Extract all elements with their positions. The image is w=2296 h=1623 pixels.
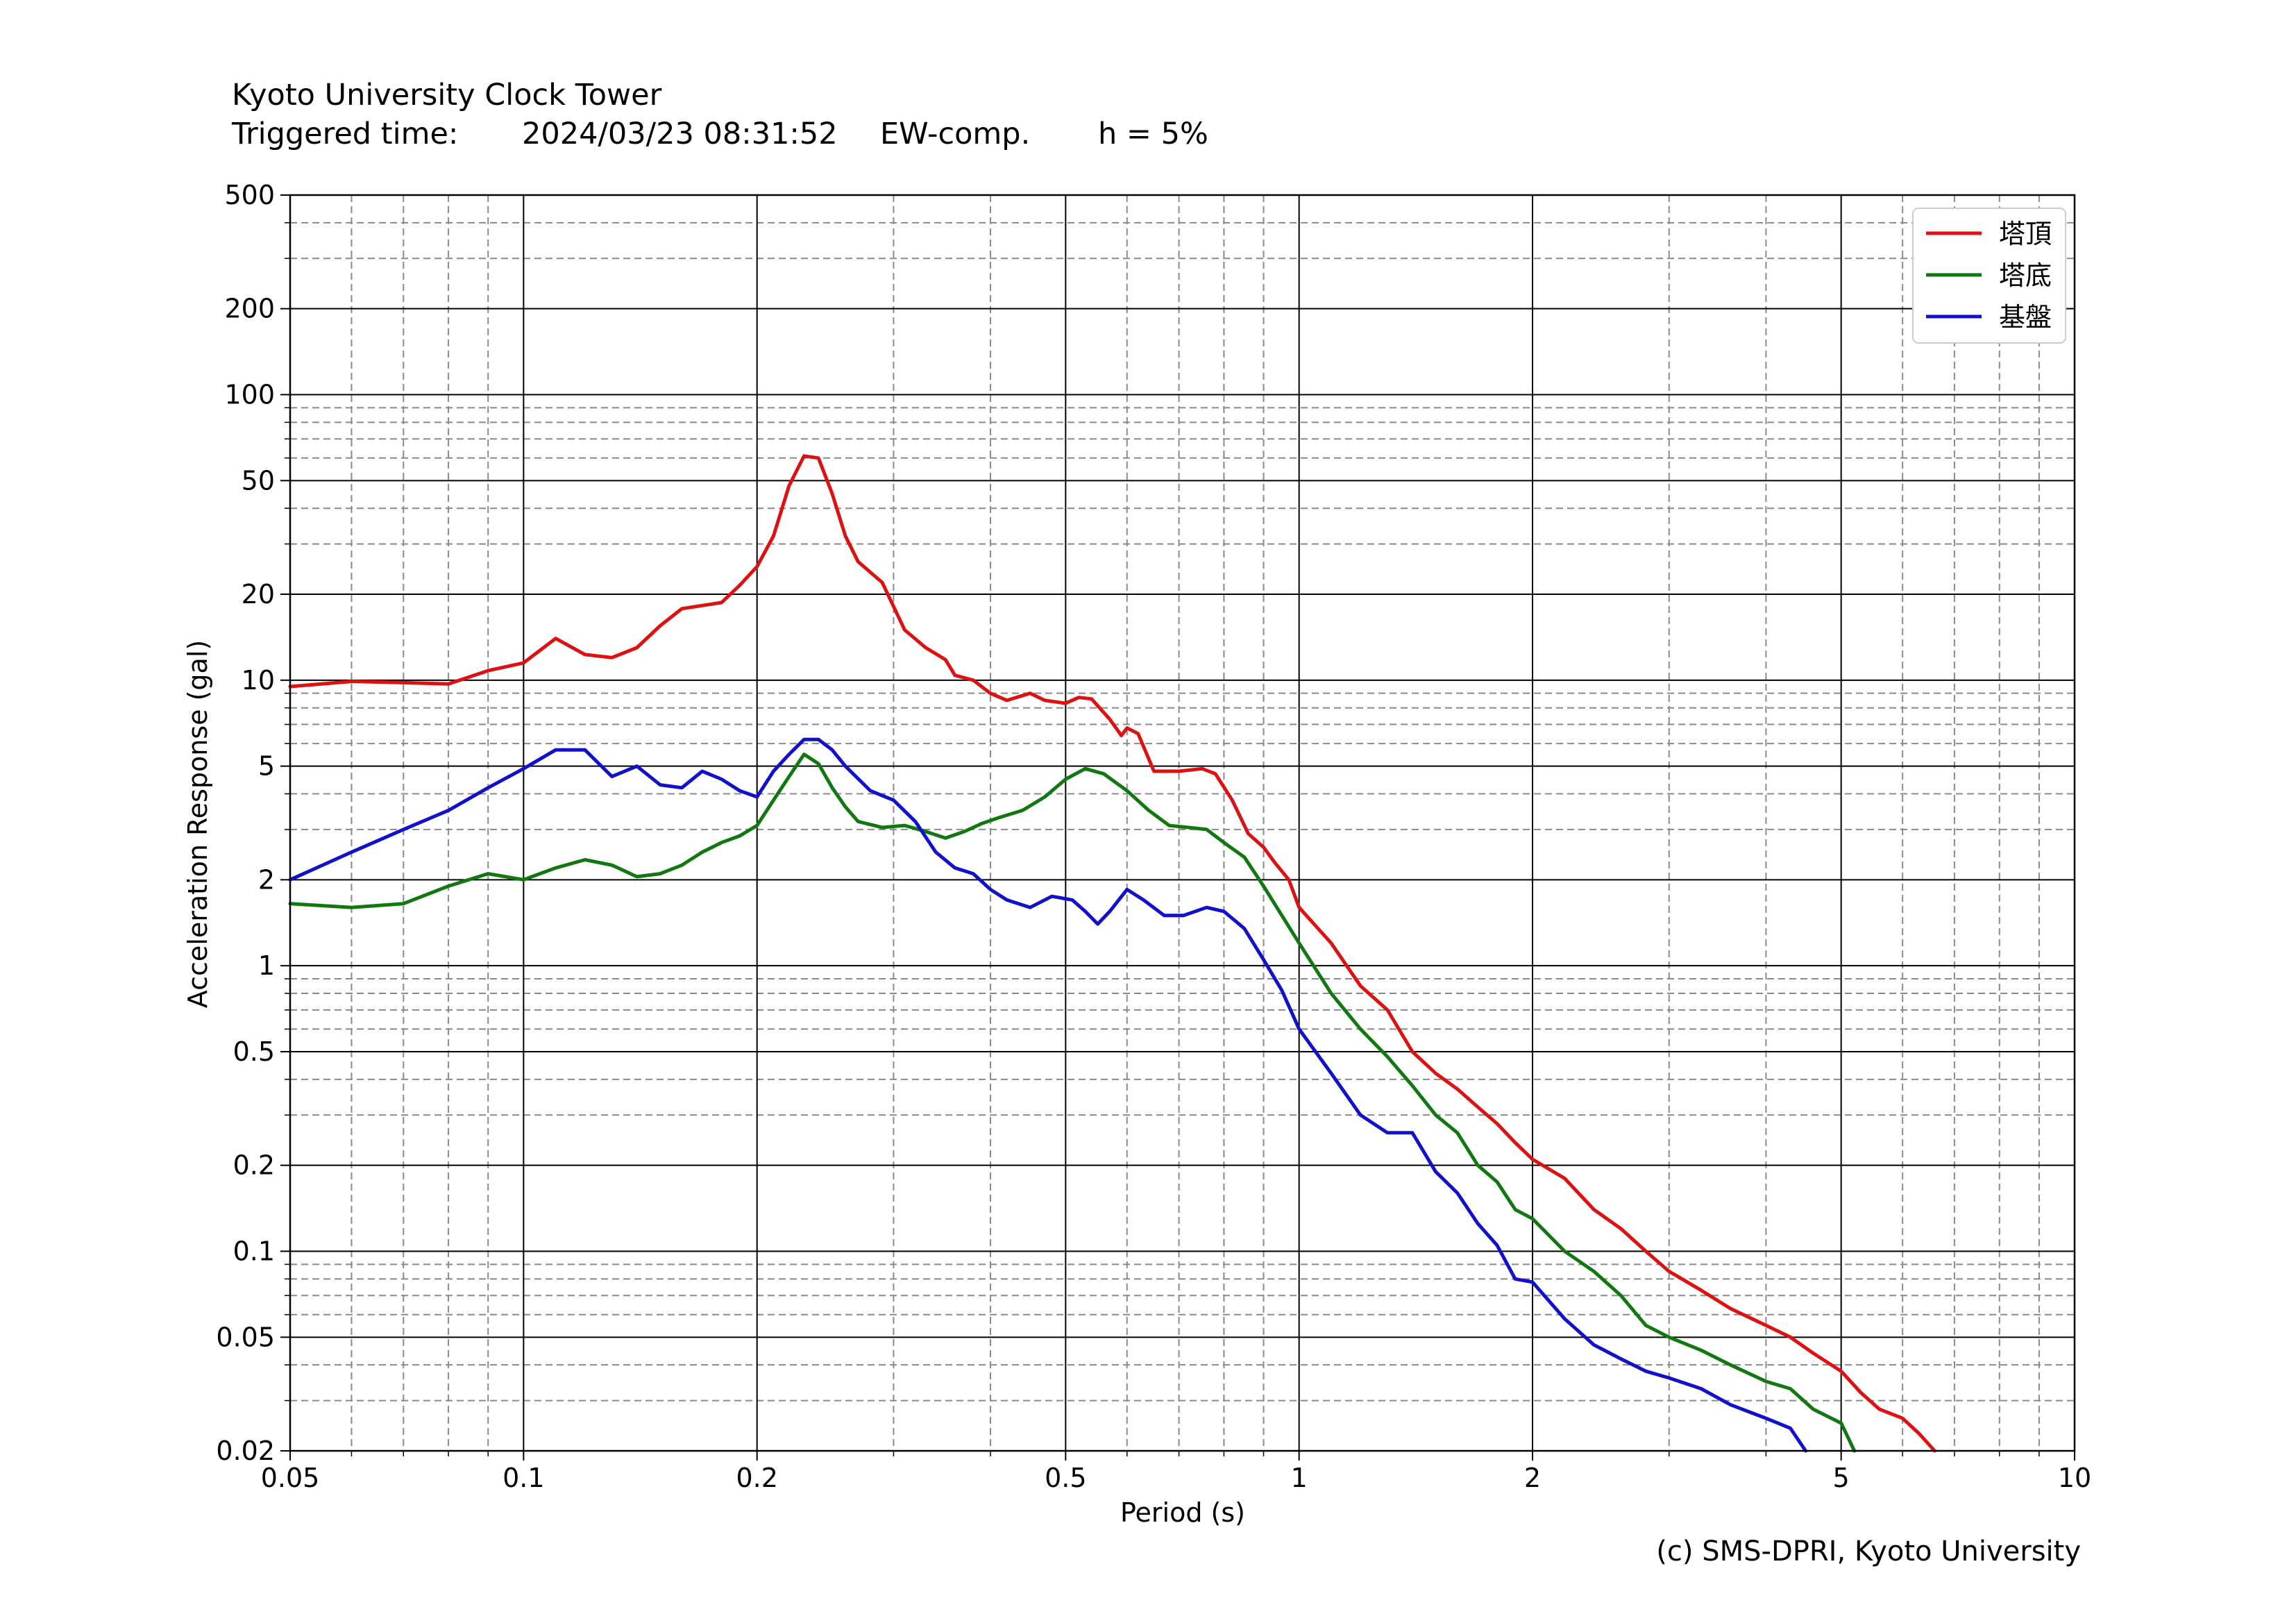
y-tick-label: 2 (258, 864, 275, 895)
x-tick-label: 2 (1524, 1463, 1541, 1493)
axis-ticks (280, 194, 2075, 1461)
series-lines (288, 454, 1936, 1453)
plot-frame (289, 194, 2076, 1452)
chart-title: Kyoto University Clock Tower (232, 78, 662, 112)
x-tick-labels: 0.05 0.1 0.2 0.5 1 2 5 10 (261, 1463, 2091, 1493)
triggered-time-label: Triggered time: (232, 117, 459, 151)
x-tick-label: 5 (1833, 1463, 1850, 1493)
y-tick-label: 20 (242, 579, 275, 609)
legend-box (1912, 208, 2066, 344)
x-tick-label: 10 (2058, 1463, 2091, 1493)
minor-grid (290, 195, 2075, 1451)
y-tick-label: 0.1 (233, 1236, 275, 1266)
y-tick-label: 0.02 (216, 1436, 275, 1466)
x-axis-label: Period (s) (1120, 1497, 1245, 1528)
y-tick-label: 500 (224, 180, 275, 210)
y-tick-label: 0.5 (233, 1036, 275, 1067)
y-tick-label: 50 (242, 465, 275, 496)
x-tick-label: 0.2 (736, 1463, 777, 1493)
x-tick-label: 0.1 (503, 1463, 544, 1493)
legend-label-3: 基盤 (1999, 302, 2052, 333)
legend-label-2: 塔底 (1999, 260, 2052, 291)
y-tick-labels: 0.02 0.05 0.1 0.2 0.5 1 2 5 10 20 50 100 200 500 (216, 180, 275, 1466)
legend-label-1: 塔頂 (1999, 219, 2052, 249)
y-tick-label: 0.05 (216, 1322, 275, 1352)
damping-label: h = 5% (1098, 117, 1208, 151)
y-tick-label: 1 (258, 950, 275, 981)
series-line-1 (288, 454, 1936, 1453)
y-tick-label: 10 (242, 665, 275, 696)
copyright-credit: (c) SMS-DPRI, Kyoto University (1656, 1536, 2081, 1567)
triggered-time-value: 2024/03/23 08:31:52 (522, 117, 838, 151)
series-line-2 (288, 752, 1857, 1453)
y-tick-label: 100 (224, 380, 275, 410)
y-tick-label: 5 (258, 751, 275, 782)
component-label: EW-comp. (880, 117, 1031, 151)
y-tick-label: 200 (224, 294, 275, 324)
series-line-3 (288, 737, 1807, 1453)
y-tick-label: 0.2 (233, 1150, 275, 1181)
x-tick-label: 0.5 (1045, 1463, 1086, 1493)
y-axis-label: Acceleration Response (gal) (183, 640, 213, 1008)
major-grid (289, 194, 2075, 1452)
x-tick-label: 1 (1291, 1463, 1308, 1493)
x-tick-label: 0.05 (261, 1463, 320, 1493)
